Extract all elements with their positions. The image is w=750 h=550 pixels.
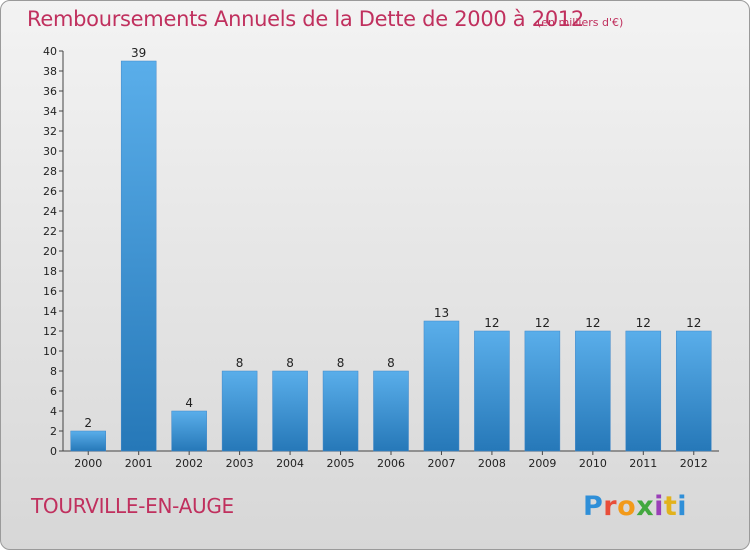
data-label: 12	[484, 316, 499, 330]
y-tick-label: 0	[50, 445, 57, 458]
y-tick-label: 16	[43, 285, 57, 298]
y-tick-label: 38	[43, 65, 57, 78]
bar-2003	[221, 370, 258, 452]
data-labels: 2 39 4 8 8 8 8 13 12 12 12 12 12	[84, 46, 701, 430]
chart-unit-note: (en milliers d'€)	[537, 16, 624, 29]
y-tick-label: 24	[43, 205, 57, 218]
bar-2011	[625, 330, 662, 452]
data-label: 39	[131, 46, 146, 60]
y-tick-label: 2	[50, 425, 57, 438]
data-label: 2	[84, 416, 92, 430]
y-tick-label: 30	[43, 145, 57, 158]
data-label: 8	[337, 356, 345, 370]
data-label: 12	[686, 316, 701, 330]
x-tick-label: 2004	[276, 457, 304, 470]
x-tick-label: 2009	[528, 457, 556, 470]
y-tick-label: 36	[43, 85, 57, 98]
y-tick-label: 18	[43, 265, 57, 278]
bar-2009	[524, 330, 561, 452]
bar-2010	[575, 330, 611, 452]
bar-2008	[474, 330, 510, 452]
data-label: 12	[636, 316, 651, 330]
y-tick-label: 40	[43, 45, 57, 58]
bar-2004	[272, 370, 308, 452]
data-label: 8	[286, 356, 294, 370]
bar-2006	[373, 370, 409, 452]
bar-2012	[676, 330, 712, 452]
bar-2002	[171, 410, 207, 452]
y-tick-label: 12	[43, 325, 57, 338]
data-label: 13	[434, 306, 449, 320]
chart-title: Remboursements Annuels de la Dette de 20…	[27, 7, 584, 31]
x-tick-label: 2010	[579, 457, 607, 470]
bar-2005	[322, 370, 359, 452]
data-label: 8	[236, 356, 244, 370]
y-tick-label: 10	[43, 345, 57, 358]
bar-2000	[70, 430, 106, 452]
y-tick-label: 32	[43, 125, 57, 138]
bar-2001	[120, 60, 157, 452]
data-label: 8	[387, 356, 395, 370]
x-tick-label: 2000	[74, 457, 102, 470]
y-tick-label: 8	[50, 365, 57, 378]
data-label: 12	[535, 316, 550, 330]
commune-name: TOURVILLE-EN-AUGE	[31, 494, 234, 518]
x-tick-label: 2011	[629, 457, 657, 470]
data-label: 12	[585, 316, 600, 330]
x-tick-label: 2008	[478, 457, 506, 470]
y-tick-label: 28	[43, 165, 57, 178]
x-tick-label: 2005	[327, 457, 355, 470]
y-tick-label: 4	[50, 405, 57, 418]
y-tick-label: 14	[43, 305, 57, 318]
y-tick-label: 20	[43, 245, 57, 258]
x-tick-label: 2001	[125, 457, 153, 470]
data-label: 4	[185, 396, 193, 410]
x-tick-label: 2002	[175, 457, 203, 470]
axes: 0246810121416182022242628303234363840200…	[43, 45, 719, 470]
bars	[70, 60, 712, 452]
y-tick-label: 34	[43, 105, 57, 118]
bar-2007	[423, 320, 460, 452]
x-tick-label: 2003	[226, 457, 254, 470]
y-tick-label: 22	[43, 225, 57, 238]
x-tick-label: 2012	[680, 457, 708, 470]
x-tick-label: 2006	[377, 457, 405, 470]
y-tick-label: 6	[50, 385, 57, 398]
x-tick-label: 2007	[427, 457, 455, 470]
y-tick-label: 26	[43, 185, 57, 198]
proxiti-logo[interactable]: Proxiti	[583, 491, 688, 522]
